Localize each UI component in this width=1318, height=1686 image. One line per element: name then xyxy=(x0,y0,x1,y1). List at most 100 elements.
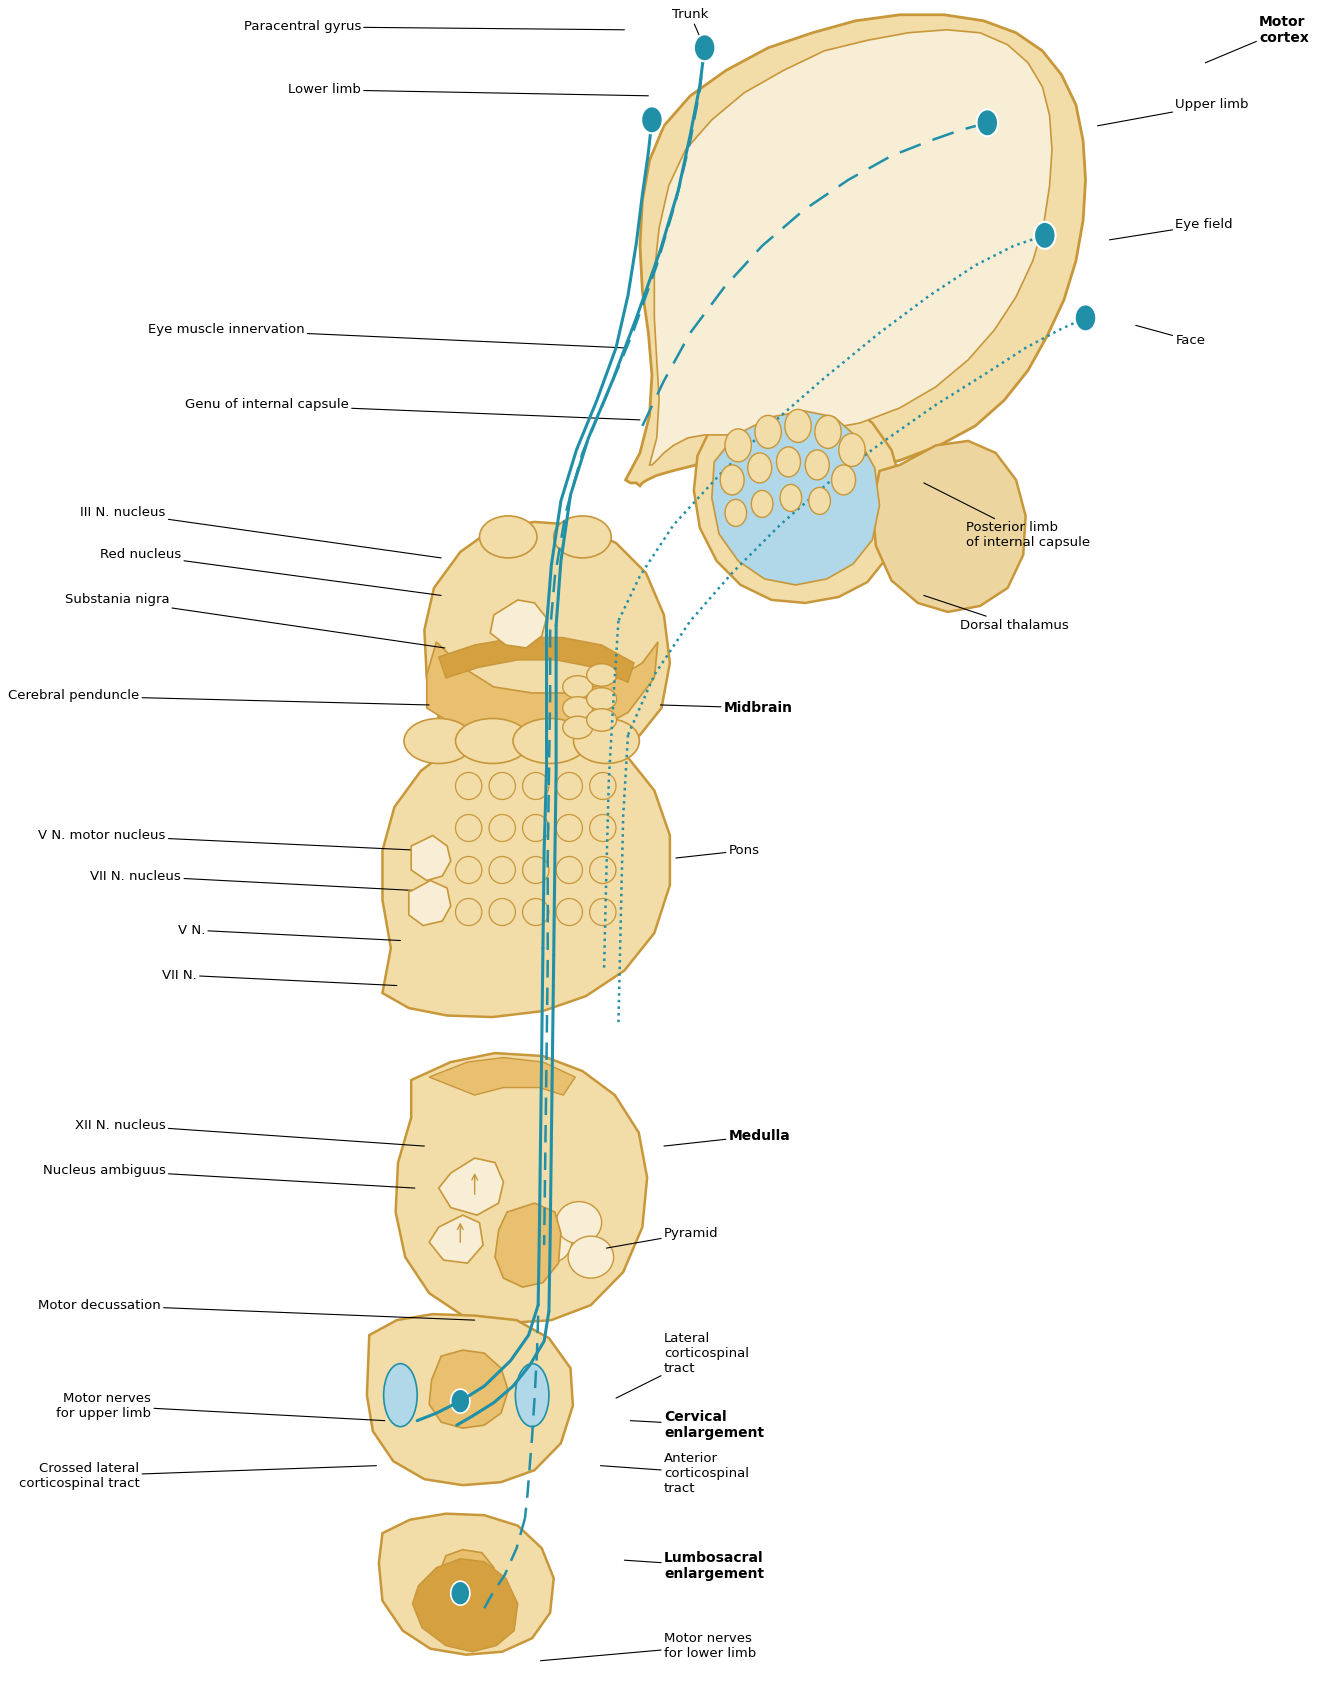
Circle shape xyxy=(832,465,855,496)
Ellipse shape xyxy=(589,899,616,926)
Polygon shape xyxy=(378,1514,554,1654)
Ellipse shape xyxy=(489,814,515,841)
Circle shape xyxy=(693,34,716,61)
Polygon shape xyxy=(490,600,547,647)
Circle shape xyxy=(776,447,800,477)
Text: Medulla: Medulla xyxy=(664,1128,791,1146)
Polygon shape xyxy=(430,1216,484,1263)
Text: V N.: V N. xyxy=(178,924,401,941)
Circle shape xyxy=(786,410,812,442)
Ellipse shape xyxy=(513,718,588,764)
Text: Face: Face xyxy=(1136,325,1206,347)
Ellipse shape xyxy=(563,676,593,698)
Text: Motor nerves
for lower limb: Motor nerves for lower limb xyxy=(540,1632,757,1661)
Circle shape xyxy=(725,499,746,526)
Polygon shape xyxy=(439,637,634,683)
Text: Nucleus ambiguus: Nucleus ambiguus xyxy=(42,1163,415,1189)
Text: Lower limb: Lower limb xyxy=(289,83,648,96)
Ellipse shape xyxy=(556,1202,601,1244)
Text: Upper limb: Upper limb xyxy=(1098,98,1249,126)
Text: Substania nigra: Substania nigra xyxy=(65,593,444,647)
Text: Lumbosacral
enlargement: Lumbosacral enlargement xyxy=(625,1551,764,1581)
Circle shape xyxy=(838,433,865,467)
Circle shape xyxy=(725,428,751,462)
Polygon shape xyxy=(427,642,658,738)
Ellipse shape xyxy=(587,708,617,732)
Polygon shape xyxy=(693,396,902,604)
Text: Pons: Pons xyxy=(676,845,759,858)
Ellipse shape xyxy=(556,856,583,883)
Ellipse shape xyxy=(556,814,583,841)
Ellipse shape xyxy=(456,814,482,841)
Text: Lateral
corticospinal
tract: Lateral corticospinal tract xyxy=(616,1332,749,1398)
Text: Eye field: Eye field xyxy=(1110,217,1232,239)
Polygon shape xyxy=(430,1350,509,1428)
Polygon shape xyxy=(436,1549,497,1614)
Text: Midbrain: Midbrain xyxy=(660,701,793,715)
Text: VII N. nucleus: VII N. nucleus xyxy=(91,870,424,890)
Ellipse shape xyxy=(589,856,616,883)
Ellipse shape xyxy=(589,772,616,799)
Ellipse shape xyxy=(489,856,515,883)
Circle shape xyxy=(977,110,998,137)
Polygon shape xyxy=(430,1057,575,1096)
Ellipse shape xyxy=(526,1221,572,1263)
Ellipse shape xyxy=(456,899,482,926)
Text: Paracentral gyrus: Paracentral gyrus xyxy=(244,20,625,34)
Circle shape xyxy=(815,415,841,448)
Text: Crossed lateral
corticospinal tract: Crossed lateral corticospinal tract xyxy=(18,1462,377,1490)
Text: Cerebral penduncle: Cerebral penduncle xyxy=(8,690,430,705)
Ellipse shape xyxy=(522,772,548,799)
Text: Trunk: Trunk xyxy=(672,8,709,47)
Ellipse shape xyxy=(456,856,482,883)
Ellipse shape xyxy=(568,1236,614,1278)
Text: Motor decussation: Motor decussation xyxy=(38,1298,474,1320)
Ellipse shape xyxy=(384,1364,418,1426)
Ellipse shape xyxy=(456,718,530,764)
Polygon shape xyxy=(439,1158,503,1216)
Text: III N. nucleus: III N. nucleus xyxy=(80,506,442,558)
Text: Motor
cortex: Motor cortex xyxy=(1205,15,1309,62)
Text: Pyramid: Pyramid xyxy=(606,1227,718,1248)
Ellipse shape xyxy=(556,899,583,926)
Polygon shape xyxy=(395,1054,647,1324)
Ellipse shape xyxy=(587,688,617,710)
Ellipse shape xyxy=(522,899,548,926)
Ellipse shape xyxy=(456,772,482,799)
Ellipse shape xyxy=(556,772,583,799)
Ellipse shape xyxy=(563,717,593,738)
Ellipse shape xyxy=(489,899,515,926)
Ellipse shape xyxy=(587,664,617,686)
Ellipse shape xyxy=(515,1364,548,1426)
Circle shape xyxy=(641,106,663,133)
Polygon shape xyxy=(418,523,670,769)
Polygon shape xyxy=(411,836,451,880)
Circle shape xyxy=(809,487,830,514)
Circle shape xyxy=(1074,305,1097,332)
Text: Motor nerves
for upper limb: Motor nerves for upper limb xyxy=(57,1391,385,1421)
Circle shape xyxy=(451,1389,471,1413)
Ellipse shape xyxy=(522,814,548,841)
Ellipse shape xyxy=(489,772,515,799)
Polygon shape xyxy=(626,15,1086,486)
Circle shape xyxy=(451,1581,471,1605)
Text: XII N. nucleus: XII N. nucleus xyxy=(75,1118,424,1146)
Circle shape xyxy=(747,454,772,482)
Circle shape xyxy=(780,484,801,511)
Polygon shape xyxy=(409,880,451,926)
Polygon shape xyxy=(382,727,670,1017)
Text: Posterior limb
of internal capsule: Posterior limb of internal capsule xyxy=(924,482,1090,550)
Polygon shape xyxy=(496,1204,561,1286)
Ellipse shape xyxy=(573,718,639,764)
Text: Dorsal thalamus: Dorsal thalamus xyxy=(924,595,1069,632)
Polygon shape xyxy=(712,411,879,585)
Ellipse shape xyxy=(522,856,548,883)
Circle shape xyxy=(720,465,745,496)
Ellipse shape xyxy=(589,814,616,841)
Polygon shape xyxy=(413,1558,518,1652)
Ellipse shape xyxy=(480,516,536,558)
Text: Genu of internal capsule: Genu of internal capsule xyxy=(185,398,641,420)
Circle shape xyxy=(755,415,782,448)
Text: V N. motor nucleus: V N. motor nucleus xyxy=(38,830,424,850)
Polygon shape xyxy=(650,30,1052,465)
